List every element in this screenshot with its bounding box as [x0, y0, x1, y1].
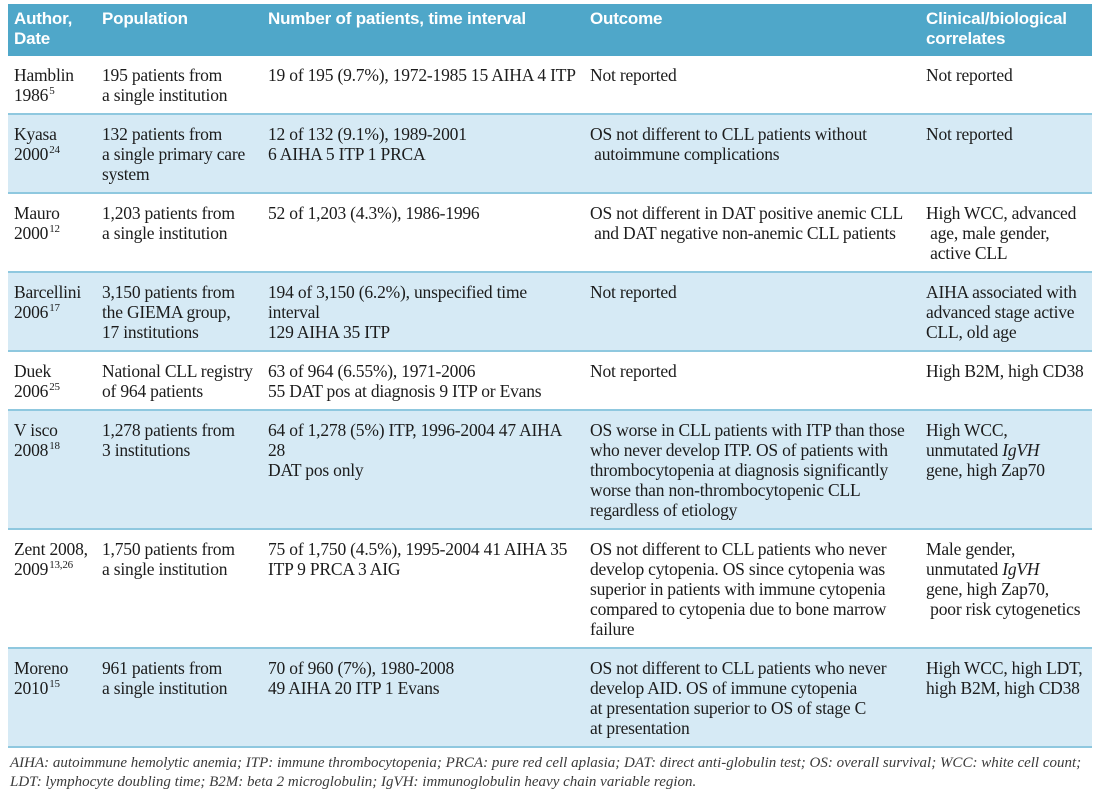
correlates-cell: AIHA associated with advanced stage acti… — [920, 271, 1092, 351]
col-header-patients-interval: Number of patients, time interval — [262, 4, 584, 56]
author-date-cell: Mauro 200012 — [8, 192, 96, 272]
reference-superscript: 18 — [49, 440, 60, 453]
correlates-cell: Not reported — [920, 113, 1092, 193]
col-header-outcome: Outcome — [584, 4, 920, 56]
table-row: Hamblin 19865 195 patients from a single… — [8, 56, 1092, 114]
table-footnote: AIHA: autoimmune hemolytic anemia; ITP: … — [10, 755, 1082, 790]
correlates-cell: High B2M, high CD38 — [920, 350, 1092, 410]
table-row: Mauro 200012 1,203 patients from a singl… — [8, 192, 1092, 272]
outcome-cell: Not reported — [590, 65, 677, 85]
reference-superscript: 13,26 — [49, 559, 73, 572]
table-row: Zent 2008, 200913,26 1,750 patients from… — [8, 528, 1092, 648]
table-row: Barcellini 200617 3,150 patients from th… — [8, 271, 1092, 351]
patients-cell: 75 of 1,750 (4.5%), 1995-2004 41 AIHA 35… — [262, 528, 584, 648]
patients-cell: 19 of 195 (9.7%), 1972-1985 15 AIHA 4 IT… — [268, 65, 576, 85]
outcome-cell: Not reported — [584, 350, 920, 410]
author-date-text: V isco 2008 — [14, 420, 58, 460]
outcome-cell: OS not different to CLL patients without… — [584, 113, 920, 193]
outcome-cell: OS worse in CLL patients with ITP than t… — [584, 409, 920, 529]
patients-cell: 12 of 132 (9.1%), 1989-2001 6 AIHA 5 ITP… — [262, 113, 584, 193]
table-header-row: Author, Date Population Number of patien… — [8, 4, 1092, 56]
correlates-cell: High WCC, advanced age, male gender, act… — [920, 192, 1092, 272]
outcome-cell: OS not different to CLL patients who nev… — [584, 647, 920, 748]
reference-superscript: 17 — [49, 302, 60, 315]
population-cell: 1,278 patients from 3 institutions — [96, 409, 262, 529]
correlates-cell: High WCC, unmutated IgVH gene, high Zap7… — [920, 409, 1092, 529]
population-cell: 195 patients from a single institution — [102, 65, 228, 105]
correlates-cell: Male gender, unmutated IgVH gene, high Z… — [920, 528, 1092, 648]
author-date-text: Zent 2008, 2009 — [14, 539, 88, 579]
reference-superscript: 15 — [49, 678, 60, 691]
population-cell: 1,203 patients from a single institution — [96, 192, 262, 272]
correlates-cell: High WCC, high LDT, high B2M, high CD38 — [920, 647, 1092, 748]
author-date-text: Barcellini 2006 — [14, 282, 82, 322]
patients-cell: 70 of 960 (7%), 1980-2008 49 AIHA 20 ITP… — [262, 647, 584, 748]
outcome-cell: OS not different in DAT positive anemic … — [584, 192, 920, 272]
patients-cell: 64 of 1,278 (5%) ITP, 1996-2004 47 AIHA … — [262, 409, 584, 529]
table-body: Hamblin 19865 195 patients from a single… — [8, 56, 1092, 748]
author-date-cell: Duek 200625 — [8, 350, 96, 410]
col-header-population: Population — [96, 4, 262, 56]
correlates-cell: Not reported — [926, 65, 1013, 85]
author-date-cell: Kyasa 200024 — [8, 113, 96, 193]
population-cell: 1,750 patients from a single institution — [96, 528, 262, 648]
author-date-cell: Hamblin 19865 — [8, 56, 96, 114]
table-row: V isco 200818 1,278 patients from 3 inst… — [8, 409, 1092, 529]
table-row: Moreno 201015 961 patients from a single… — [8, 647, 1092, 748]
reference-superscript: 24 — [49, 144, 60, 157]
author-date-cell: V isco 200818 — [8, 409, 96, 529]
outcome-cell: OS not different to CLL patients who nev… — [584, 528, 920, 648]
table-row: Kyasa 200024 132 patients from a single … — [8, 113, 1092, 193]
studies-table: Author, Date Population Number of patien… — [8, 4, 1092, 748]
patients-cell: 52 of 1,203 (4.3%), 1986-1996 — [262, 192, 584, 272]
reference-superscript: 5 — [49, 85, 55, 98]
col-header-author-date: Author, Date — [8, 4, 96, 56]
author-date-text: Moreno 2010 — [14, 658, 69, 698]
col-header-correlates: Clinical/biological correlates — [920, 4, 1092, 56]
author-date-text: Duek 2006 — [14, 361, 52, 401]
author-date-text: Hamblin 1986 — [14, 65, 74, 105]
outcome-cell: Not reported — [584, 271, 920, 351]
population-cell: National CLL registry of 964 patients — [96, 350, 262, 410]
author-date-text: Mauro 2000 — [14, 203, 60, 243]
population-cell: 961 patients from a single institution — [96, 647, 262, 748]
author-date-cell: Zent 2008, 200913,26 — [8, 528, 96, 648]
reference-superscript: 12 — [49, 223, 60, 236]
table-row: Duek 200625 National CLL registry of 964… — [8, 350, 1092, 410]
patients-cell: 194 of 3,150 (6.2%), unspecified time in… — [262, 271, 584, 351]
population-cell: 132 patients from a single primary care … — [96, 113, 262, 193]
author-date-text: Kyasa 2000 — [14, 124, 57, 164]
author-date-cell: Barcellini 200617 — [8, 271, 96, 351]
population-cell: 3,150 patients from the GIEMA group, 17 … — [96, 271, 262, 351]
patients-cell: 63 of 964 (6.55%), 1971-2006 55 DAT pos … — [262, 350, 584, 410]
reference-superscript: 25 — [49, 381, 60, 394]
author-date-cell: Moreno 201015 — [8, 647, 96, 748]
